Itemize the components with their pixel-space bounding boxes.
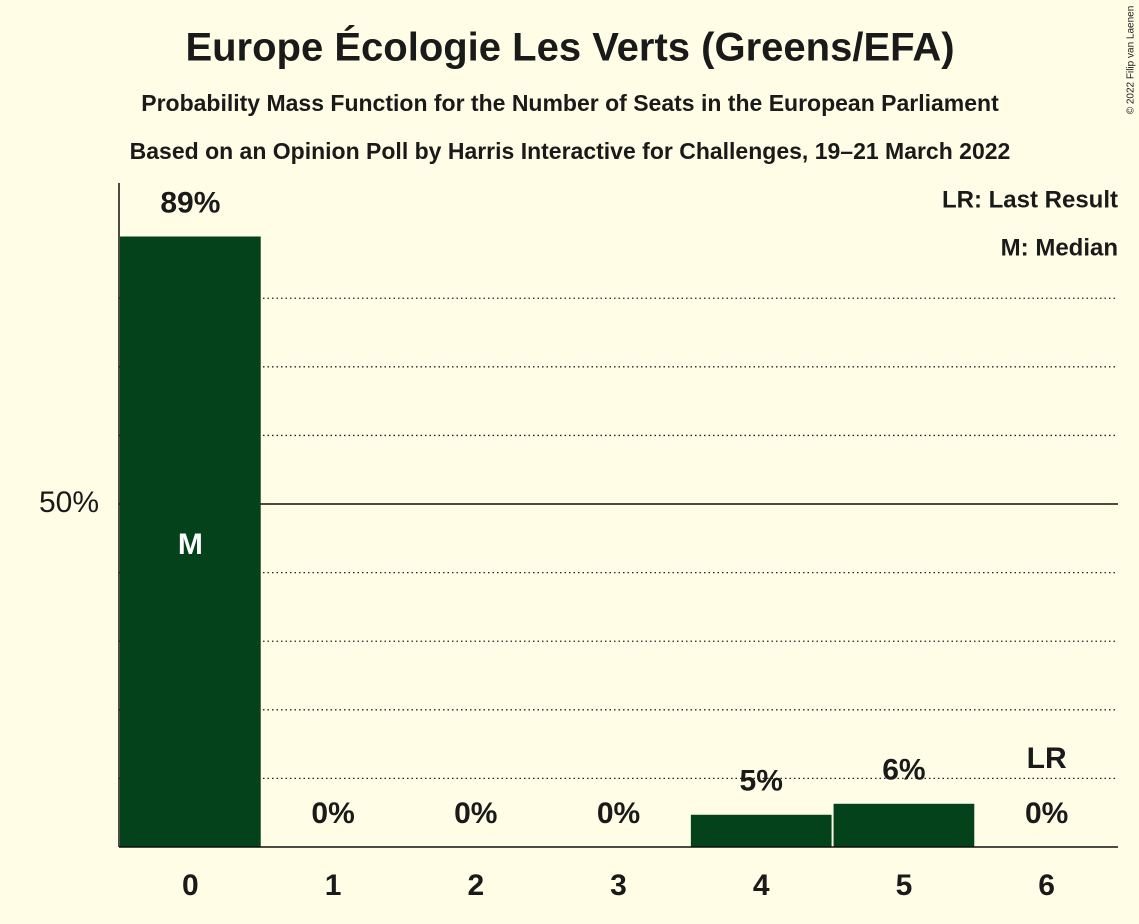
bar: [833, 803, 975, 847]
annotation: M: [178, 528, 203, 561]
x-tick-label: 0: [182, 869, 199, 902]
value-label: 6%: [882, 754, 925, 787]
bar: [120, 236, 261, 847]
copyright: © 2022 Filip van Laenen: [1126, 6, 1137, 115]
bar: [690, 814, 832, 847]
annotation: LR: [1027, 742, 1067, 775]
legend-entry: M: Median: [1001, 234, 1118, 261]
x-tick-label: 4: [753, 869, 770, 902]
value-label: 0%: [597, 797, 640, 830]
x-tick-label: 5: [896, 869, 913, 902]
value-label: 0%: [454, 797, 497, 830]
value-label: 0%: [311, 797, 354, 830]
x-tick-label: 1: [325, 869, 342, 902]
value-label: 0%: [1025, 797, 1068, 830]
x-tick-label: 2: [467, 869, 484, 902]
value-label: 5%: [740, 765, 783, 798]
value-label: 89%: [160, 186, 220, 219]
legend-entry: LR: Last Result: [942, 186, 1118, 213]
chart-title: Europe Écologie Les Verts (Greens/EFA): [185, 25, 954, 70]
x-tick-label: 3: [610, 869, 627, 902]
x-tick-label: 6: [1038, 869, 1055, 902]
chart-subtitle: Based on an Opinion Poll by Harris Inter…: [130, 138, 1011, 164]
y-tick-label: 50%: [39, 486, 99, 519]
chart-subtitle: Probability Mass Function for the Number…: [141, 90, 999, 116]
